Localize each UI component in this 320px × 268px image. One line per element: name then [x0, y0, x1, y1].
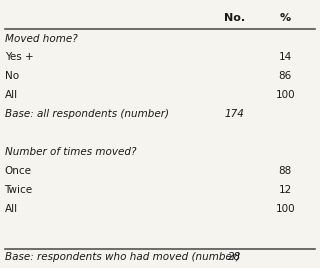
Text: All: All	[4, 90, 18, 100]
Text: 28: 28	[228, 252, 241, 262]
Text: Twice: Twice	[4, 185, 33, 195]
Text: No: No	[4, 71, 19, 81]
Text: 86: 86	[279, 71, 292, 81]
Text: 100: 100	[276, 90, 295, 100]
Text: Once: Once	[4, 166, 32, 176]
Text: Base: respondents who had moved (number): Base: respondents who had moved (number)	[4, 252, 240, 262]
Text: No.: No.	[224, 13, 245, 23]
Text: 100: 100	[276, 204, 295, 214]
Text: All: All	[4, 204, 18, 214]
Text: 88: 88	[279, 166, 292, 176]
Text: Moved home?: Moved home?	[4, 34, 77, 43]
Text: %: %	[280, 13, 291, 23]
Text: 174: 174	[225, 109, 244, 119]
Text: 14: 14	[279, 53, 292, 62]
Text: Number of times moved?: Number of times moved?	[4, 147, 136, 157]
Text: Yes +: Yes +	[4, 53, 33, 62]
Text: Base: all respondents (number): Base: all respondents (number)	[4, 109, 169, 119]
Text: 12: 12	[279, 185, 292, 195]
